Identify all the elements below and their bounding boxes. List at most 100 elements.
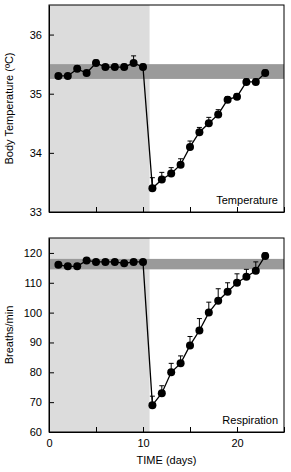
error-cap: [169, 167, 174, 168]
x-tick-mark: [143, 207, 144, 212]
error-cap: [244, 269, 249, 270]
x-tick: 10: [137, 427, 149, 449]
reference-band: [49, 64, 284, 79]
y-tick-mark: [49, 372, 54, 373]
data-point: [73, 262, 81, 270]
error-cap: [216, 288, 221, 289]
y-axis: 33 34 35 36: [30, 6, 54, 219]
data-point: [101, 63, 109, 71]
data-point: [233, 93, 241, 101]
y-axis-title: Body Temperature (ºC): [3, 52, 15, 164]
data-point: [242, 78, 250, 86]
plot-frame: [49, 5, 284, 212]
data-point: [177, 161, 185, 169]
data-point: [205, 309, 213, 317]
data-point: [148, 184, 156, 192]
y-tick-label: 80: [30, 366, 42, 378]
y-tick-label: 35: [30, 88, 42, 100]
annotation: Respiration: [222, 414, 278, 426]
data-point: [92, 59, 100, 67]
data-point: [139, 63, 147, 71]
x-tick-mark: [237, 427, 238, 432]
x-tick-mark: [190, 427, 191, 432]
data-point: [177, 359, 185, 367]
data-point: [261, 69, 269, 77]
y-tick-mark: [49, 153, 54, 154]
data-point: [224, 96, 232, 104]
y-tick: 100: [24, 307, 54, 319]
data-point: [186, 341, 194, 349]
error-cap: [206, 117, 211, 118]
data-point: [205, 119, 213, 127]
x-axis: 0 10 20: [46, 427, 284, 449]
data-point: [120, 259, 128, 267]
y-tick-label: 110: [24, 277, 42, 289]
data-point: [73, 65, 81, 73]
y-tick: 80: [30, 366, 54, 378]
error-cap: [206, 302, 211, 303]
error-cap: [188, 336, 193, 337]
data-point: [195, 327, 203, 335]
x-tick-label: 10: [137, 437, 149, 449]
panel: 33343536Body Temperature (ºC)Temperature: [3, 5, 285, 218]
data-point: [101, 258, 109, 266]
x-tick-mark: [284, 427, 285, 432]
error-cap: [131, 55, 136, 56]
plot-area: [49, 238, 284, 432]
x-tick: [96, 207, 97, 212]
x-tick: [284, 207, 285, 212]
x-tick: [237, 207, 238, 212]
data-point: [158, 175, 166, 183]
y-tick: 70: [30, 396, 54, 408]
error-cap: [159, 385, 164, 386]
data-point: [233, 279, 241, 287]
y-tick-mark: [49, 342, 54, 343]
y-tick-label: 120: [24, 247, 42, 259]
x-axis-line: [50, 212, 285, 213]
y-tick-label: 100: [24, 307, 42, 319]
error-cap: [178, 158, 183, 159]
data-point: [130, 258, 138, 266]
error-cap: [253, 261, 258, 262]
x-tick-label: 0: [46, 437, 52, 449]
y-tick: 120: [24, 247, 54, 259]
data-point: [167, 368, 175, 376]
data-point: [186, 143, 194, 151]
data-point: [139, 258, 147, 266]
y-tick: 36: [30, 29, 54, 41]
error-cap: [178, 355, 183, 356]
error-cap: [225, 282, 230, 283]
y-tick: 33: [30, 206, 54, 218]
data-point: [54, 72, 62, 80]
error-cap: [150, 396, 155, 397]
shaded-region: [49, 5, 150, 212]
data-point: [261, 252, 269, 260]
y-tick-mark: [49, 253, 54, 254]
plot-area: [49, 5, 284, 212]
x-tick-label: 20: [231, 437, 243, 449]
x-tick-mark: [143, 427, 144, 432]
chart-root: 33343536Body Temperature (ºC)Temperature…: [0, 0, 291, 472]
data-point: [120, 63, 128, 71]
panel: 0102060708090100110120Breaths/minTIME (d…: [3, 238, 285, 466]
x-tick-mark: [190, 207, 191, 212]
y-tick-label: 70: [30, 396, 42, 408]
data-point: [224, 288, 232, 296]
y-tick-mark: [49, 432, 54, 433]
y-tick-label: 33: [30, 206, 42, 218]
data-point: [83, 69, 91, 77]
data-point: [214, 297, 222, 305]
y-tick: 60: [30, 426, 54, 438]
data-point: [148, 401, 156, 409]
data-point: [83, 256, 91, 264]
y-tick-label: 90: [30, 336, 42, 348]
x-tick: [143, 207, 144, 212]
y-tick-label: 34: [30, 147, 42, 159]
x-tick: [284, 427, 285, 432]
y-tick: 34: [30, 147, 54, 159]
data-point: [64, 262, 72, 270]
data-point: [252, 267, 260, 275]
error-cap: [169, 363, 174, 364]
x-tick-mark: [96, 207, 97, 212]
x-axis-title: TIME (days): [137, 454, 197, 466]
